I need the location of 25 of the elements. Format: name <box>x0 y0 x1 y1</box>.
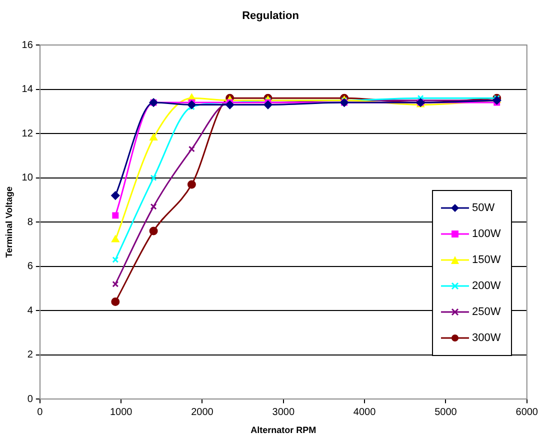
y-tick-label: 8 <box>27 216 34 228</box>
y-tick-label: 4 <box>27 305 34 316</box>
y-tick-label: 0 <box>27 394 34 405</box>
legend-label: 50W <box>472 202 495 214</box>
legend-label: 300W <box>472 332 501 344</box>
chart-title: Regulation <box>241 10 300 22</box>
x-axis-title: Alternator RPM <box>250 425 316 436</box>
y-tick-label: 16 <box>22 40 34 51</box>
x-tick-label: 5000 <box>434 406 458 418</box>
y-tick-label: 6 <box>27 261 34 272</box>
x-tick-label: 2000 <box>191 406 214 418</box>
y-tick-label: 14 <box>22 84 34 96</box>
x-tick-label: 1000 <box>110 406 133 418</box>
legend-label: 250W <box>472 306 501 318</box>
y-tick-label: 12 <box>22 128 34 140</box>
x-tick-label: 4000 <box>353 406 376 418</box>
y-axis-title: Terminal Voltage <box>4 186 14 258</box>
x-tick-label: 6000 <box>516 406 538 418</box>
y-tick-label: 2 <box>27 350 34 361</box>
legend-label: 100W <box>472 228 501 240</box>
x-tick-label: 0 <box>37 406 44 418</box>
x-tick-label: 3000 <box>272 406 295 418</box>
y-tick-label: 10 <box>22 172 34 184</box>
legend-label: 200W <box>472 280 501 292</box>
legend-label: 150W <box>472 254 501 266</box>
